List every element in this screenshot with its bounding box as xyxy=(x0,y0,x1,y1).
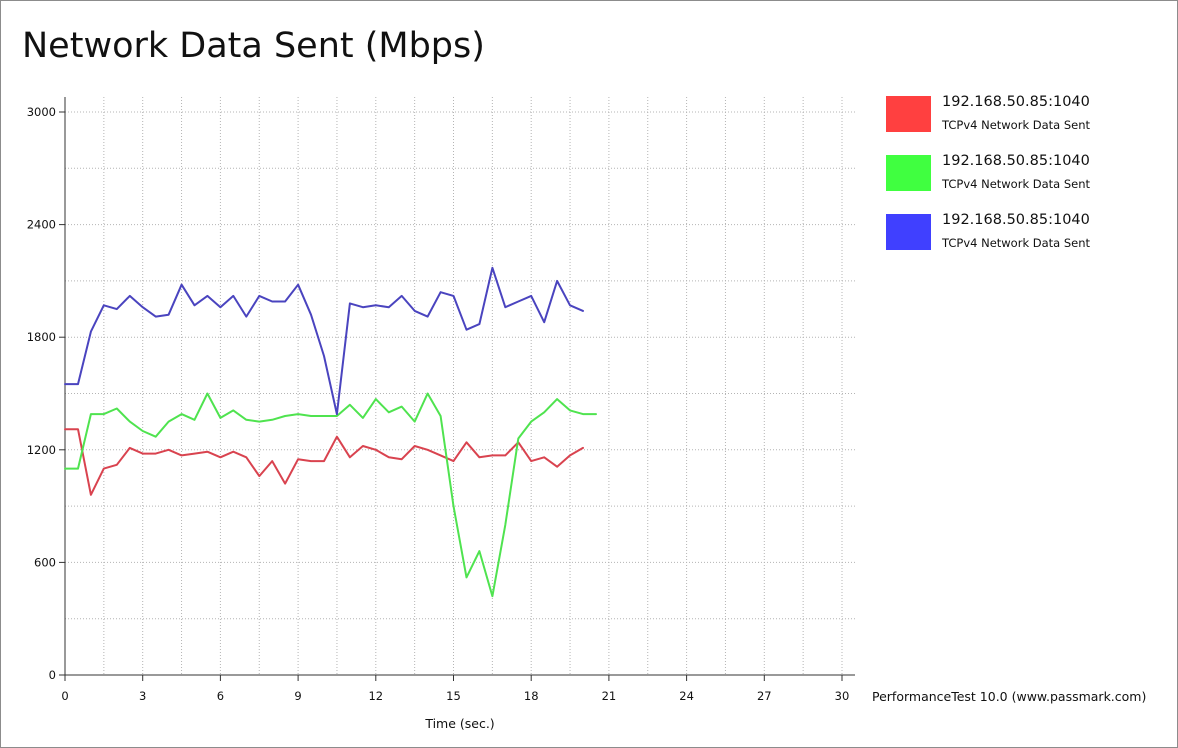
x-tick-label: 15 xyxy=(446,689,461,703)
x-tick-label: 18 xyxy=(524,689,539,703)
x-tick-label: 30 xyxy=(835,689,850,703)
y-tick-label: 600 xyxy=(34,555,56,569)
legend-swatch-blue xyxy=(886,214,931,250)
x-tick-label: 6 xyxy=(217,689,224,703)
chart-series-lines xyxy=(64,266,597,598)
series-line-0 xyxy=(64,428,584,496)
y-tick-label: 0 xyxy=(49,668,56,682)
x-axis-label: Time (sec.) xyxy=(425,716,495,731)
legend-series-description: TCPv4 Network Data Sent xyxy=(942,177,1091,191)
legend-swatch-green xyxy=(886,155,931,191)
y-tick-label: 3000 xyxy=(27,105,56,119)
legend-series-description: TCPv4 Network Data Sent xyxy=(942,236,1091,250)
y-tick-label: 1800 xyxy=(27,330,56,344)
y-tick-label: 2400 xyxy=(27,218,56,232)
chart-ticks: 0 600 1200 1800 2400 3000 0 3 6 9 12 15 18 21 24 27 30 xyxy=(27,105,850,703)
chart-title: Network Data Sent (Mbps) xyxy=(22,26,485,66)
x-tick-label: 3 xyxy=(139,689,146,703)
x-tick-label: 24 xyxy=(679,689,694,703)
x-tick-label: 0 xyxy=(61,689,68,703)
legend-swatch-red xyxy=(886,96,931,132)
legend-series-name: 192.168.50.85:1040 xyxy=(942,212,1090,228)
x-tick-label: 27 xyxy=(757,689,772,703)
footer-credit: PerformanceTest 10.0 (www.passmark.com) xyxy=(872,689,1147,704)
legend-series-name: 192.168.50.85:1040 xyxy=(942,94,1090,110)
chart-axes xyxy=(59,97,855,681)
x-tick-label: 9 xyxy=(294,689,301,703)
x-tick-label: 21 xyxy=(602,689,617,703)
legend-series-name: 192.168.50.85:1040 xyxy=(942,153,1090,169)
y-tick-label: 1200 xyxy=(27,443,56,457)
x-tick-label: 12 xyxy=(368,689,383,703)
series-line-2 xyxy=(64,266,584,416)
legend-series-description: TCPv4 Network Data Sent xyxy=(942,118,1091,132)
chart-grid xyxy=(65,97,855,675)
series-line-1 xyxy=(64,392,597,598)
